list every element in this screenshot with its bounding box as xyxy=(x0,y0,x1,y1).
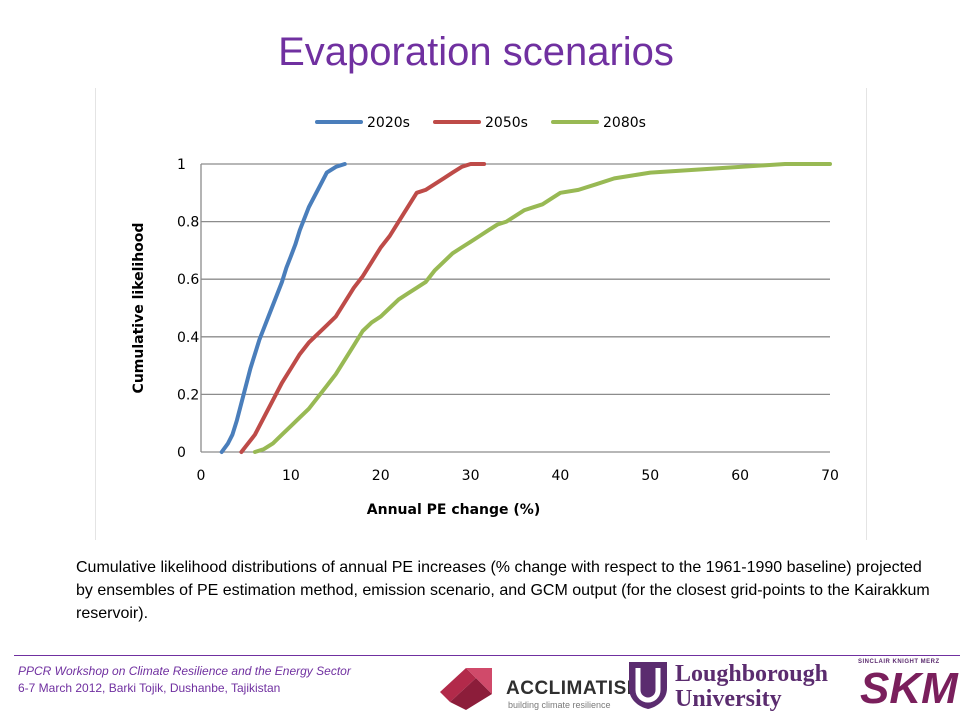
y-axis-title: Cumulative likelihood xyxy=(131,223,147,394)
footer-divider xyxy=(14,655,960,656)
y-tick-label: 0 xyxy=(177,445,186,461)
x-tick-label: 50 xyxy=(641,468,659,484)
legend-label-2020s: 2020s xyxy=(367,115,410,131)
x-tick-label: 70 xyxy=(821,468,839,484)
loughborough-line1: Loughborough xyxy=(675,661,828,687)
acclimatise-logo: ACCLIMATISE building climate resilience xyxy=(436,664,639,712)
series-line-2050s xyxy=(239,162,487,454)
y-tick-label: 0.4 xyxy=(177,330,199,346)
loughborough-shield-icon xyxy=(629,662,667,709)
x-tick-label: 60 xyxy=(731,468,749,484)
x-axis-title: Annual PE change (%) xyxy=(367,502,540,518)
skm-tagline: SINCLAIR KNIGHT MERZ xyxy=(858,659,940,665)
y-tick-label: 0.2 xyxy=(177,387,199,403)
footer-event: PPCR Workshop on Climate Resilience and … xyxy=(18,664,351,678)
footer-date-location: 6-7 March 2012, Barki Tojik, Dushanbe, T… xyxy=(18,681,281,695)
slide-title: Evaporation scenarios xyxy=(278,30,674,74)
y-tick-label: 1 xyxy=(177,157,186,173)
x-tick-label: 0 xyxy=(197,468,206,484)
legend-label-2050s: 2050s xyxy=(485,115,528,131)
legend-label-2080s: 2080s xyxy=(603,115,646,131)
acclimatise-tagline: building climate resilience xyxy=(508,700,611,710)
x-tick-label: 10 xyxy=(282,468,300,484)
loughborough-name: Loughborough University xyxy=(675,662,828,712)
figure-caption: Cumulative likelihood distributions of a… xyxy=(76,559,930,622)
series-line-2020s xyxy=(219,162,347,454)
x-tick-label: 40 xyxy=(552,468,570,484)
series-line-2080s xyxy=(252,162,832,454)
skm-name: SKM xyxy=(860,664,958,713)
acclimatise-name: ACCLIMATISE xyxy=(506,678,640,699)
x-tick-label: 30 xyxy=(462,468,480,484)
loughborough-line2: University xyxy=(675,686,782,712)
loughborough-logo: Loughborough University xyxy=(627,660,828,712)
y-tick-label: 0.6 xyxy=(177,272,199,288)
skm-logo: SINCLAIR KNIGHT MERZ SKM xyxy=(836,658,960,716)
acclimatise-mark-icon xyxy=(440,668,492,710)
footer-text: PPCR Workshop on Climate Resilience and … xyxy=(18,663,351,697)
x-tick-label: 20 xyxy=(372,468,390,484)
y-tick-label: 0.8 xyxy=(177,215,199,231)
chart-frame xyxy=(95,88,867,540)
